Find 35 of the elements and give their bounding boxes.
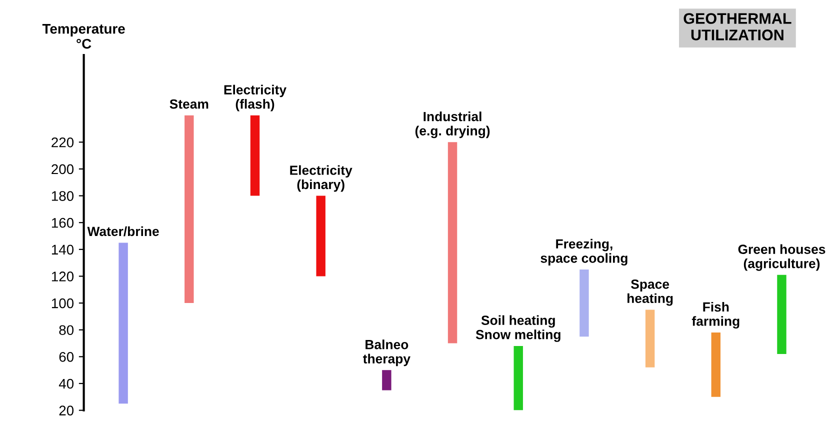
x-tick-label: Steam: [170, 99, 208, 109]
y-tick-label: 200: [52, 164, 74, 174]
y-tick-label: 100: [52, 298, 74, 308]
bar: [711, 332, 720, 397]
y-tick-label: 160: [52, 218, 74, 228]
y-axis-title: Temperature °C: [42, 24, 125, 49]
bar: [514, 346, 523, 410]
bar: [118, 242, 128, 404]
x-tick-label: Green houses (agriculture): [738, 244, 826, 271]
bar: [645, 310, 655, 368]
y-tick-label: 40: [58, 378, 74, 389]
x-tick-label: Electricity (binary): [290, 165, 352, 192]
bar: [316, 196, 326, 276]
bar: [184, 115, 194, 304]
x-tick-label: Freezing, space cooling: [540, 238, 628, 266]
bar: [448, 142, 458, 344]
y-tick-label: 80: [59, 325, 74, 336]
y-tick-label: 220: [52, 137, 74, 148]
y-tick-label: 180: [52, 191, 74, 201]
bar: [580, 270, 589, 337]
y-tick-label: 60: [59, 352, 74, 362]
bar: [382, 370, 392, 390]
bar: [777, 274, 786, 354]
x-tick-label: Industrial (e.g. drying): [415, 112, 490, 138]
x-tick-label: Water/brine: [87, 226, 159, 236]
x-tick-label: Balneo therapy: [363, 340, 410, 366]
y-tick-label: 140: [52, 244, 74, 255]
x-tick-label: Soil heating Snow melting: [476, 315, 560, 342]
chart-title: GEOTHERMAL UTILIZATION: [684, 13, 792, 40]
y-tick-label: 20: [59, 406, 74, 416]
x-tick-label: Electricity (flash): [224, 84, 286, 112]
y-tick-label: 120: [52, 272, 74, 282]
x-tick-label: Space heating: [628, 280, 673, 306]
x-tick-label: Fish farming: [692, 302, 740, 329]
bar: [250, 115, 260, 196]
